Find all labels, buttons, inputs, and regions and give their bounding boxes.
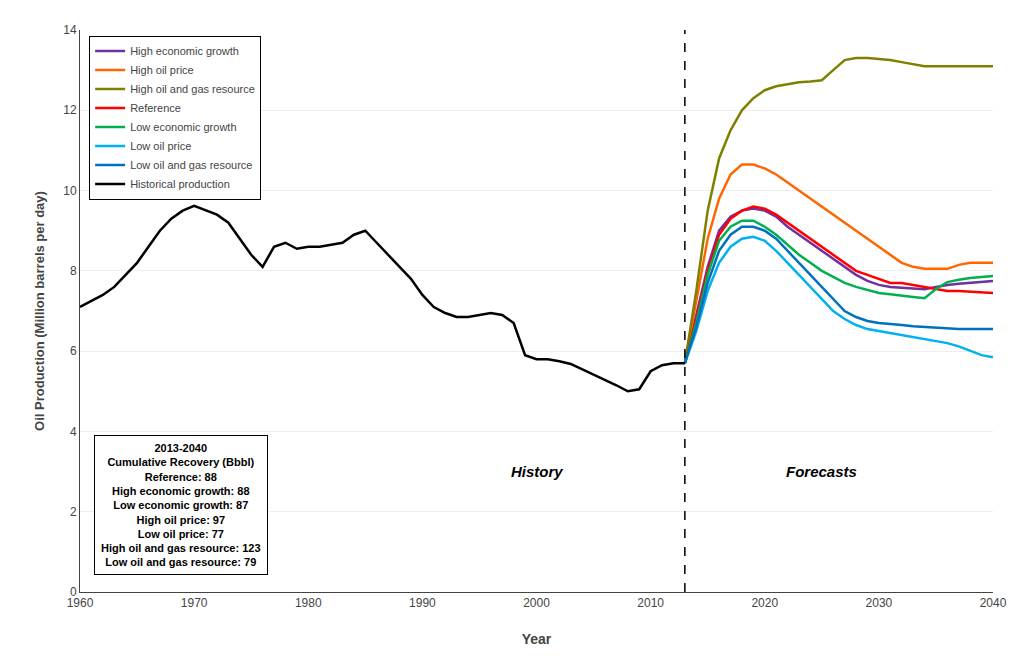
svg-text:1980: 1980 (295, 596, 322, 610)
svg-text:Low oil and gas resource: Low oil and gas resource (130, 159, 252, 171)
svg-text:14: 14 (63, 23, 77, 37)
svg-text:4: 4 (70, 425, 77, 439)
svg-text:2010: 2010 (637, 596, 664, 610)
svg-text:8: 8 (70, 264, 77, 278)
svg-text:2020: 2020 (751, 596, 778, 610)
svg-text:Year: Year (522, 631, 552, 647)
svg-text:2040: 2040 (980, 596, 1007, 610)
svg-text:10: 10 (63, 184, 77, 198)
svg-text:2000: 2000 (523, 596, 550, 610)
svg-text:High economic growth: High economic growth (130, 45, 239, 57)
svg-text:High oil price: High oil price (130, 64, 194, 76)
svg-text:6: 6 (70, 344, 77, 358)
svg-text:1990: 1990 (409, 596, 436, 610)
svg-text:High oil and gas resource: High oil and gas resource (130, 83, 255, 95)
svg-text:Oil Production (Million barrel: Oil Production (Million barrels per day) (32, 191, 47, 431)
svg-text:2030: 2030 (866, 596, 893, 610)
svg-text:2013-2040Cumulative Recovery (: 2013-2040Cumulative Recovery (Bbbl)Refer… (101, 442, 261, 568)
svg-text:Reference: Reference (130, 102, 181, 114)
svg-text:0: 0 (70, 585, 77, 599)
svg-text:Low economic growth: Low economic growth (130, 121, 236, 133)
svg-text:Low oil price: Low oil price (130, 140, 191, 152)
svg-text:2: 2 (70, 505, 77, 519)
svg-text:12: 12 (63, 103, 77, 117)
svg-text:Forecasts: Forecasts (786, 463, 857, 480)
svg-text:History: History (511, 463, 563, 480)
svg-text:Historical production: Historical production (130, 178, 230, 190)
svg-text:1970: 1970 (181, 596, 208, 610)
svg-text:1960: 1960 (67, 596, 94, 610)
